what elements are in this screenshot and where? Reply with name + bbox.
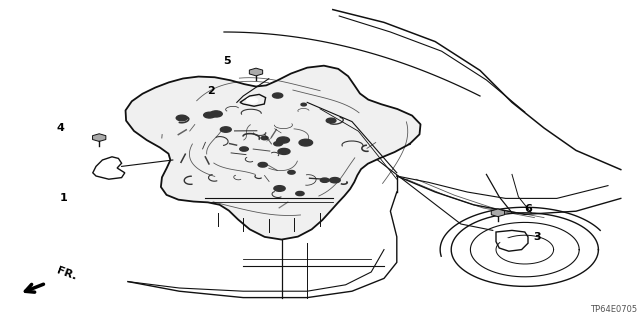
Text: 6: 6 bbox=[524, 204, 532, 214]
Circle shape bbox=[301, 103, 307, 106]
Polygon shape bbox=[492, 209, 504, 217]
Circle shape bbox=[274, 186, 285, 191]
Circle shape bbox=[210, 111, 222, 117]
Text: 1: 1 bbox=[60, 193, 68, 204]
Circle shape bbox=[102, 165, 115, 171]
Circle shape bbox=[240, 147, 248, 151]
Text: 2: 2 bbox=[207, 86, 215, 96]
Text: TP64E0705: TP64E0705 bbox=[589, 305, 637, 314]
Circle shape bbox=[299, 139, 312, 146]
Polygon shape bbox=[93, 134, 106, 141]
Circle shape bbox=[220, 127, 231, 132]
Text: FR.: FR. bbox=[56, 265, 78, 282]
Circle shape bbox=[258, 163, 268, 167]
Circle shape bbox=[321, 178, 329, 182]
Circle shape bbox=[278, 148, 290, 155]
Polygon shape bbox=[250, 68, 262, 76]
Circle shape bbox=[511, 237, 522, 243]
Circle shape bbox=[330, 178, 340, 183]
Circle shape bbox=[246, 98, 258, 103]
Circle shape bbox=[499, 237, 509, 243]
Circle shape bbox=[277, 137, 289, 143]
Circle shape bbox=[274, 142, 282, 146]
Circle shape bbox=[296, 191, 304, 196]
Circle shape bbox=[204, 112, 215, 118]
Circle shape bbox=[176, 115, 188, 121]
Text: 4: 4 bbox=[57, 123, 65, 133]
Circle shape bbox=[261, 136, 268, 140]
Circle shape bbox=[288, 171, 295, 174]
Polygon shape bbox=[125, 66, 420, 240]
Text: 5: 5 bbox=[223, 56, 231, 67]
Circle shape bbox=[273, 93, 283, 98]
Text: 3: 3 bbox=[534, 232, 541, 242]
Circle shape bbox=[326, 118, 336, 123]
